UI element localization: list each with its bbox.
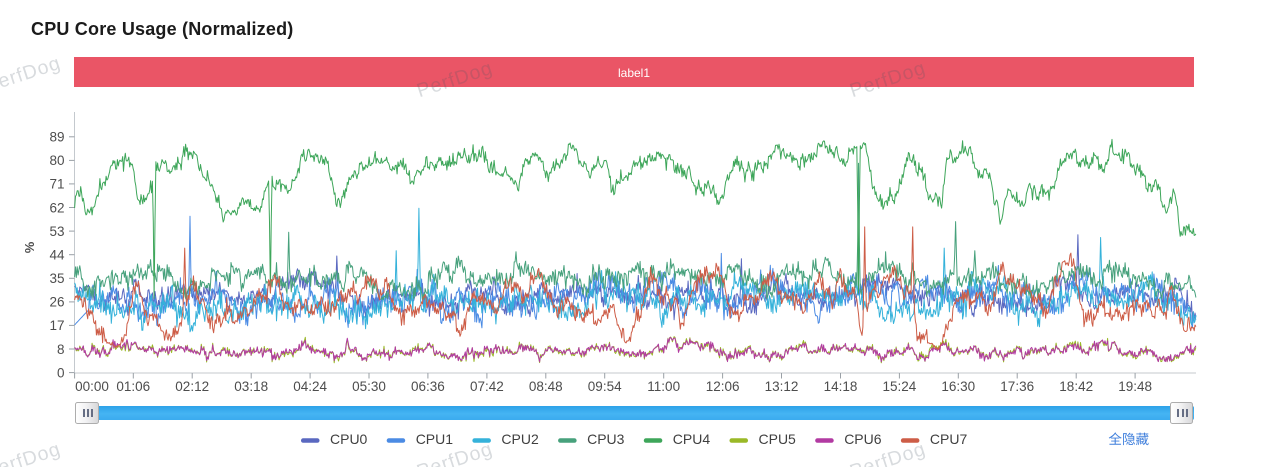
svg-text:00:00: 00:00: [75, 379, 109, 394]
svg-text:CPU4: CPU4: [673, 431, 711, 447]
svg-text:01:06: 01:06: [116, 379, 150, 394]
svg-text:06:36: 06:36: [411, 379, 445, 394]
svg-text:CPU6: CPU6: [844, 431, 882, 447]
svg-text:8: 8: [57, 342, 65, 357]
svg-text:CPU0: CPU0: [330, 431, 368, 447]
svg-text:CPU1: CPU1: [416, 431, 454, 447]
svg-text:12:06: 12:06: [706, 379, 740, 394]
svg-text:16:30: 16:30: [941, 379, 975, 394]
svg-text:14:18: 14:18: [824, 379, 858, 394]
svg-text:53: 53: [49, 224, 64, 239]
svg-text:0: 0: [57, 365, 65, 380]
svg-text:13:12: 13:12: [765, 379, 799, 394]
svg-text:18:42: 18:42: [1059, 379, 1093, 394]
svg-text:89: 89: [49, 130, 64, 145]
svg-text:CPU3: CPU3: [587, 431, 625, 447]
svg-text:05:30: 05:30: [352, 379, 386, 394]
svg-text:26: 26: [49, 295, 64, 310]
svg-text:07:42: 07:42: [470, 379, 504, 394]
svg-text:15:24: 15:24: [883, 379, 917, 394]
svg-text:09:54: 09:54: [588, 379, 622, 394]
svg-text:CPU5: CPU5: [759, 431, 797, 447]
svg-text:44: 44: [49, 248, 65, 263]
svg-text:19:48: 19:48: [1118, 379, 1152, 394]
svg-text:03:18: 03:18: [234, 379, 268, 394]
svg-text:80: 80: [49, 153, 64, 168]
svg-text:04:24: 04:24: [293, 379, 327, 394]
svg-text:17: 17: [49, 318, 64, 333]
svg-text:02:12: 02:12: [175, 379, 209, 394]
svg-text:17:36: 17:36: [1000, 379, 1034, 394]
svg-text:%: %: [22, 241, 37, 253]
svg-text:35: 35: [49, 271, 64, 286]
svg-text:71: 71: [49, 177, 64, 192]
svg-text:CPU2: CPU2: [501, 431, 539, 447]
svg-text:11:00: 11:00: [647, 379, 680, 394]
svg-text:62: 62: [49, 200, 64, 215]
svg-text:08:48: 08:48: [529, 379, 563, 394]
svg-text:CPU7: CPU7: [930, 431, 968, 447]
